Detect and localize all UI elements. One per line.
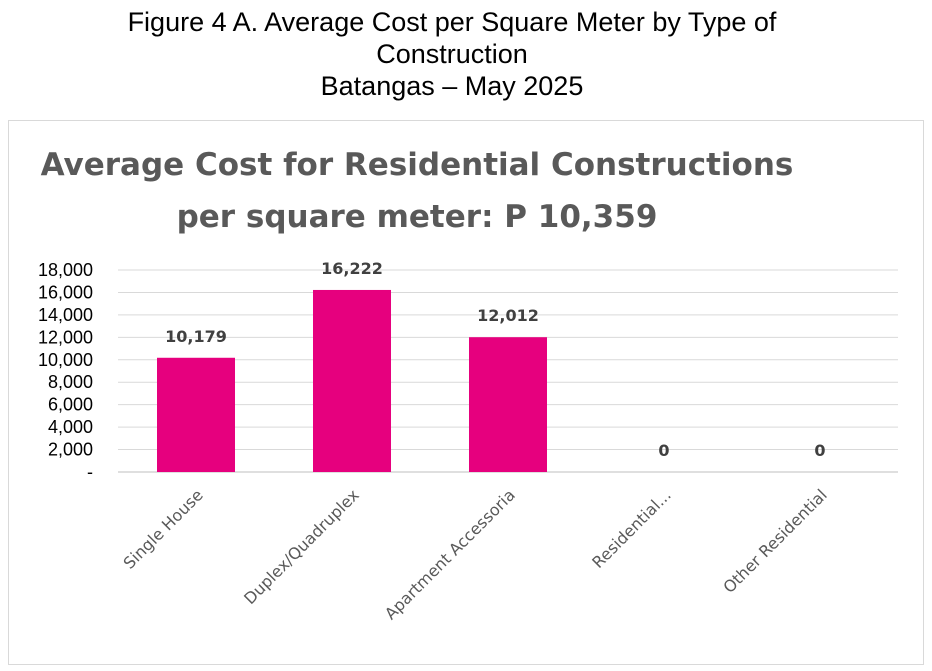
chart-title-line-2: per square meter: P 10,359	[177, 199, 658, 235]
x-axis-labels: Single House Duplex/Quadruplex Apartment A…	[120, 485, 831, 623]
data-labels: 10,179 16,222 12,012 0 0	[165, 259, 825, 460]
bar-chart: Average Cost for Residential Constructio…	[38, 147, 898, 623]
bars	[157, 289, 547, 472]
data-label: 10,179	[165, 327, 227, 346]
bar	[157, 357, 235, 472]
data-label: 0	[814, 441, 825, 460]
y-tick-label: 8,000	[48, 372, 93, 392]
y-tick-label: 10,000	[38, 350, 93, 370]
y-tick-label: -	[87, 462, 93, 482]
data-label: 16,222	[321, 259, 383, 278]
x-tick-label: Apartment Accessoria	[381, 485, 519, 623]
figure-title: Figure 4 A. Average Cost per Square Mete…	[0, 6, 904, 102]
x-tick-label: Residential...	[588, 485, 675, 572]
y-tick-label: 12,000	[38, 327, 93, 347]
bar	[469, 337, 547, 472]
y-tick-label: 6,000	[48, 395, 93, 415]
chart-title-line-1: Average Cost for Residential Constructio…	[41, 147, 794, 183]
x-tick-label: Single House	[120, 485, 207, 572]
figure-title-line-2: Construction	[376, 39, 528, 69]
data-label: 12,012	[477, 306, 539, 325]
figure-title-line-1: Figure 4 A. Average Cost per Square Mete…	[127, 7, 777, 37]
chart-container: Average Cost for Residential Constructio…	[8, 120, 924, 665]
x-tick-label: Other Residential	[719, 485, 830, 596]
y-tick-label: 2,000	[48, 440, 93, 460]
bar	[313, 289, 391, 472]
x-tick-label: Duplex/Quadruplex	[240, 485, 363, 608]
y-tick-label: 18,000	[38, 260, 93, 280]
y-tick-label: 16,000	[38, 282, 93, 302]
y-tick-label: 14,000	[38, 305, 93, 325]
y-tick-label: 4,000	[48, 417, 93, 437]
figure-title-line-3: Batangas – May 2025	[320, 71, 584, 101]
data-label: 0	[658, 441, 669, 460]
